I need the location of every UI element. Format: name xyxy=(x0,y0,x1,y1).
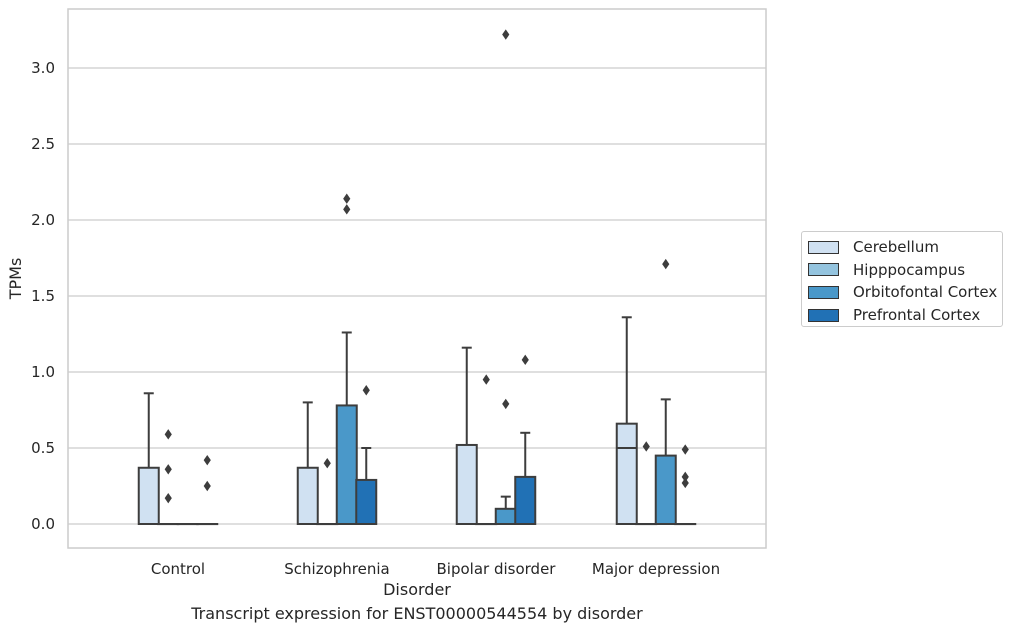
box-prefrontal-cortex-1 xyxy=(355,385,378,526)
box-body xyxy=(335,404,358,525)
box-cerebellum-0 xyxy=(137,392,160,526)
box-cerebellum-1 xyxy=(296,401,319,526)
box-prefrontal-cortex-0 xyxy=(196,454,219,526)
box-prefrontal-cortex-2 xyxy=(514,354,537,526)
legend-label: Hipppocampus xyxy=(853,260,966,279)
legend-swatch xyxy=(808,285,839,299)
legend-item-hippocampus: Hipppocampus xyxy=(802,259,1002,282)
box-prefrontal-cortex-3 xyxy=(674,444,697,526)
y-tick-label: 2.0 xyxy=(31,211,55,229)
box-orbitofontal-cortex-1 xyxy=(335,193,358,525)
figure-caption: Transcript expression for ENST0000054455… xyxy=(191,604,643,623)
box-body xyxy=(654,454,677,526)
y-tick-label: 1.0 xyxy=(31,363,55,381)
outlier-point xyxy=(502,29,510,40)
outlier-point xyxy=(164,464,172,475)
outlier-point xyxy=(362,385,370,396)
y-axis-label: TPMs xyxy=(6,258,25,301)
outlier-point xyxy=(681,471,689,483)
y-tick-label: 3.0 xyxy=(31,59,55,77)
outlier-point xyxy=(203,454,211,466)
legend-swatch xyxy=(808,308,839,322)
box-body xyxy=(615,422,638,525)
legend-label: Prefrontal Cortex xyxy=(853,306,981,325)
outlier-point xyxy=(662,258,670,270)
legend-label: Cerebellum xyxy=(853,238,939,257)
box-body xyxy=(296,466,319,526)
y-tick-label: 2.5 xyxy=(31,135,55,153)
outlier-point xyxy=(164,429,172,440)
box-body xyxy=(137,466,160,526)
box-cerebellum-3 xyxy=(615,316,638,525)
box-body xyxy=(355,478,378,526)
outlier-point xyxy=(502,398,510,410)
box-marks xyxy=(137,29,697,526)
box-hipppocampus-1 xyxy=(316,458,339,526)
legend-item-cerebellum: Cerebellum xyxy=(802,236,1002,259)
outlier-point xyxy=(521,354,529,366)
box-hipppocampus-3 xyxy=(635,441,658,526)
outlier-point xyxy=(343,204,351,215)
outlier-point xyxy=(681,444,689,455)
outlier-point xyxy=(482,374,490,385)
x-tick-label: Control xyxy=(151,560,205,578)
box-body xyxy=(455,443,478,525)
legend: Cerebellum Hipppocampus Orbitofontal Cor… xyxy=(801,231,1003,327)
legend-swatch xyxy=(808,263,839,277)
outlier-point xyxy=(642,441,650,452)
legend-label: Orbitofontal Cortex xyxy=(853,283,998,302)
box-body xyxy=(494,507,517,525)
legend-item-prefrontal-cortex: Prefrontal Cortex xyxy=(802,304,1002,327)
box-orbitofontal-cortex-3 xyxy=(654,258,677,526)
x-tick-label: Bipolar disorder xyxy=(437,560,557,578)
x-tick-label: Schizophrenia xyxy=(284,560,389,578)
box-body xyxy=(514,475,537,526)
outlier-point xyxy=(343,193,351,204)
outlier-point xyxy=(681,477,689,489)
box-hipppocampus-0 xyxy=(157,429,180,526)
gridlines xyxy=(68,67,766,525)
tick-labels: 0.0 0.5 1.0 1.5 2.0 2.5 3.0 Control Schizophreni… xyxy=(31,59,720,578)
box-hipppocampus-2 xyxy=(475,374,498,526)
y-tick-label: 1.5 xyxy=(31,287,55,305)
legend-item-orbitofrontal-cortex: Orbitofontal Cortex xyxy=(802,281,1002,304)
outlier-point xyxy=(203,480,211,492)
y-tick-label: 0.0 xyxy=(31,515,55,533)
box-orbitofontal-cortex-2 xyxy=(494,29,517,525)
x-axis-label: Disorder xyxy=(383,580,451,599)
x-tick-label: Major depression xyxy=(592,560,720,578)
y-tick-label: 0.5 xyxy=(31,439,55,457)
box-cerebellum-2 xyxy=(455,346,478,525)
legend-swatch xyxy=(808,240,839,254)
outlier-point xyxy=(323,458,331,469)
plot-frame xyxy=(67,8,767,549)
outlier-point xyxy=(164,492,172,504)
